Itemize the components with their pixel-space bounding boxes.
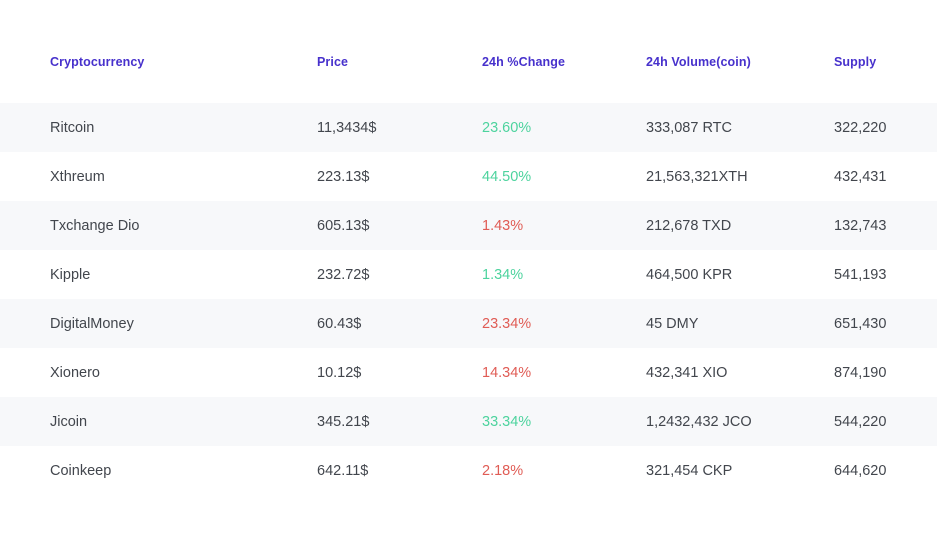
coin-name: Kipple xyxy=(50,266,91,283)
coin-change: 14.34% xyxy=(482,364,532,381)
coin-name: Xionero xyxy=(50,364,100,381)
table-row[interactable]: Ritcoin 11,3434$ 23.60% 333,087 RTC 322,… xyxy=(0,103,937,152)
coin-price: 605.13$ xyxy=(317,217,370,234)
table-row[interactable]: Txchange Dio 605.13$ 1.43% 212,678 TXD 1… xyxy=(0,201,937,250)
coin-change: 23.60% xyxy=(482,119,532,136)
table-header-row: Cryptocurrency Price 24h %Change 24h Vol… xyxy=(0,0,937,103)
coin-change: 23.34% xyxy=(482,315,532,332)
column-header-cryptocurrency: Cryptocurrency xyxy=(50,55,145,69)
coin-supply: 132,743 xyxy=(834,217,887,234)
coin-change: 2.18% xyxy=(482,462,524,479)
coin-price: 345.21$ xyxy=(317,413,370,430)
coin-volume: 333,087 RTC xyxy=(646,119,732,136)
coin-supply: 322,220 xyxy=(834,119,887,136)
coin-name: Jicoin xyxy=(50,413,88,430)
coin-supply: 644,620 xyxy=(834,462,887,479)
coin-price: 10.12$ xyxy=(317,364,362,381)
coin-supply: 432,431 xyxy=(834,168,887,185)
coin-supply: 651,430 xyxy=(834,315,887,332)
coin-supply: 544,220 xyxy=(834,413,887,430)
coin-price: 60.43$ xyxy=(317,315,362,332)
coin-change: 1.43% xyxy=(482,217,524,234)
table-row[interactable]: DigitalMoney 60.43$ 23.34% 45 DMY 651,43… xyxy=(0,299,937,348)
coin-price: 11,3434$ xyxy=(317,119,377,136)
coin-volume: 1,2432,432 JCO xyxy=(646,413,752,430)
coin-volume: 21,563,321XTH xyxy=(646,168,748,185)
column-header-supply: Supply xyxy=(834,55,877,69)
table-row[interactable]: Coinkeep 642.11$ 2.18% 321,454 CKP 644,6… xyxy=(0,446,937,495)
coin-change: 44.50% xyxy=(482,168,532,185)
table-row[interactable]: Xthreum 223.13$ 44.50% 21,563,321XTH 432… xyxy=(0,152,937,201)
coin-name: DigitalMoney xyxy=(50,315,134,332)
table-row[interactable]: Jicoin 345.21$ 33.34% 1,2432,432 JCO 544… xyxy=(0,397,937,446)
coin-name: Ritcoin xyxy=(50,119,95,136)
table-row[interactable]: Kipple 232.72$ 1.34% 464,500 KPR 541,193 xyxy=(0,250,937,299)
coin-supply: 874,190 xyxy=(834,364,887,381)
coin-volume: 45 DMY xyxy=(646,315,699,332)
coin-supply: 541,193 xyxy=(834,266,887,283)
crypto-table: Cryptocurrency Price 24h %Change 24h Vol… xyxy=(0,0,937,495)
coin-volume: 432,341 XIO xyxy=(646,364,728,381)
coin-change: 1.34% xyxy=(482,266,524,283)
coin-price: 232.72$ xyxy=(317,266,370,283)
coin-price: 223.13$ xyxy=(317,168,370,185)
column-header-price: Price xyxy=(317,55,349,69)
coin-name: Txchange Dio xyxy=(50,217,140,234)
column-header-change: 24h %Change xyxy=(482,55,566,69)
column-header-volume: 24h Volume(coin) xyxy=(646,55,751,69)
coin-name: Coinkeep xyxy=(50,462,112,479)
coin-volume: 212,678 TXD xyxy=(646,217,732,234)
coin-volume: 464,500 KPR xyxy=(646,266,733,283)
coin-price: 642.11$ xyxy=(317,462,369,479)
coin-volume: 321,454 CKP xyxy=(646,462,733,479)
coin-name: Xthreum xyxy=(50,168,105,185)
table-row[interactable]: Xionero 10.12$ 14.34% 432,341 XIO 874,19… xyxy=(0,348,937,397)
coin-change: 33.34% xyxy=(482,413,532,430)
